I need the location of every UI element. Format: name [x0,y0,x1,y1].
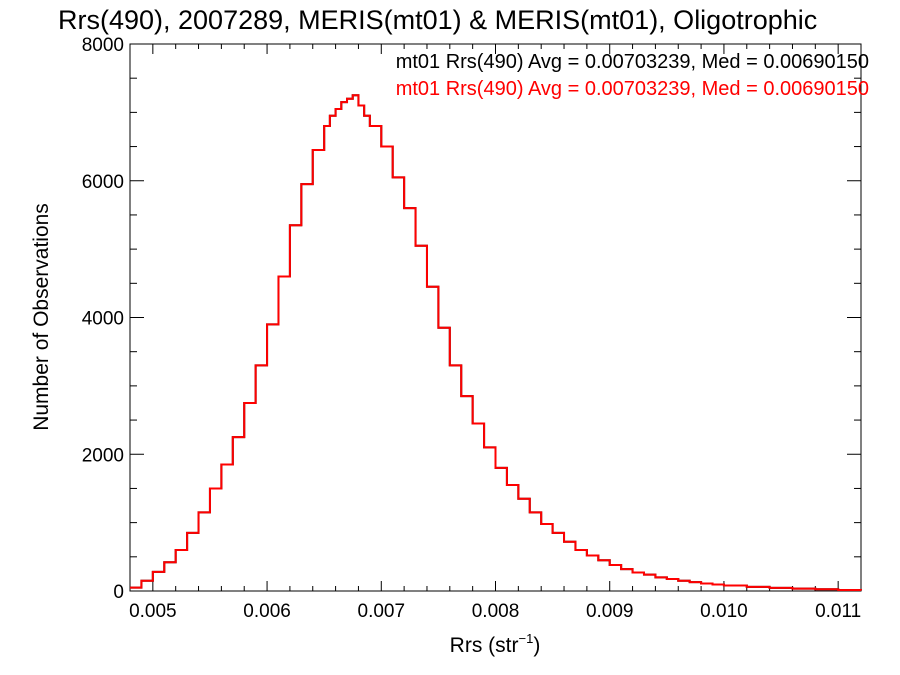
y-axis-ticks: 0 2000 4000 6000 8000 [82,35,861,603]
x-axis-ticks: 0.005 0.006 0.007 0.008 0.009 0.010 0.011 [129,44,862,622]
x-tick-label: 0.010 [700,601,748,622]
x-tick-label: 0.006 [243,601,291,622]
series-group [130,94,862,591]
y-tick-label: 2000 [82,445,124,466]
legend-entry-red: mt01 Rrs(490) Avg = 0.00703239, Med = 0.… [396,78,869,100]
x-axis-label: Rrs (str−1) [450,631,541,657]
x-axis-label-base: Rrs (str [450,634,519,657]
x-axis-label-end: ) [533,634,540,657]
chart-title: Rrs(490), 2007289, MERIS(mt01) & MERIS(m… [58,5,817,35]
y-tick-label: 4000 [82,309,124,330]
series-line-red [130,94,862,591]
x-tick-label: 0.011 [815,601,861,622]
y-tick-label: 8000 [82,35,124,56]
x-tick-label: 0.009 [586,601,634,622]
x-tick-label: 0.005 [129,601,177,622]
legend-entry-black: mt01 Rrs(490) Avg = 0.00703239, Med = 0.… [396,51,869,73]
y-tick-label: 0 [113,582,124,603]
y-tick-label: 6000 [82,172,124,193]
x-tick-label: 0.008 [472,601,520,622]
y-axis-label: Number of Observations [30,203,53,431]
x-tick-label: 0.007 [358,601,406,622]
x-axis-label-superscript: −1 [519,631,534,646]
